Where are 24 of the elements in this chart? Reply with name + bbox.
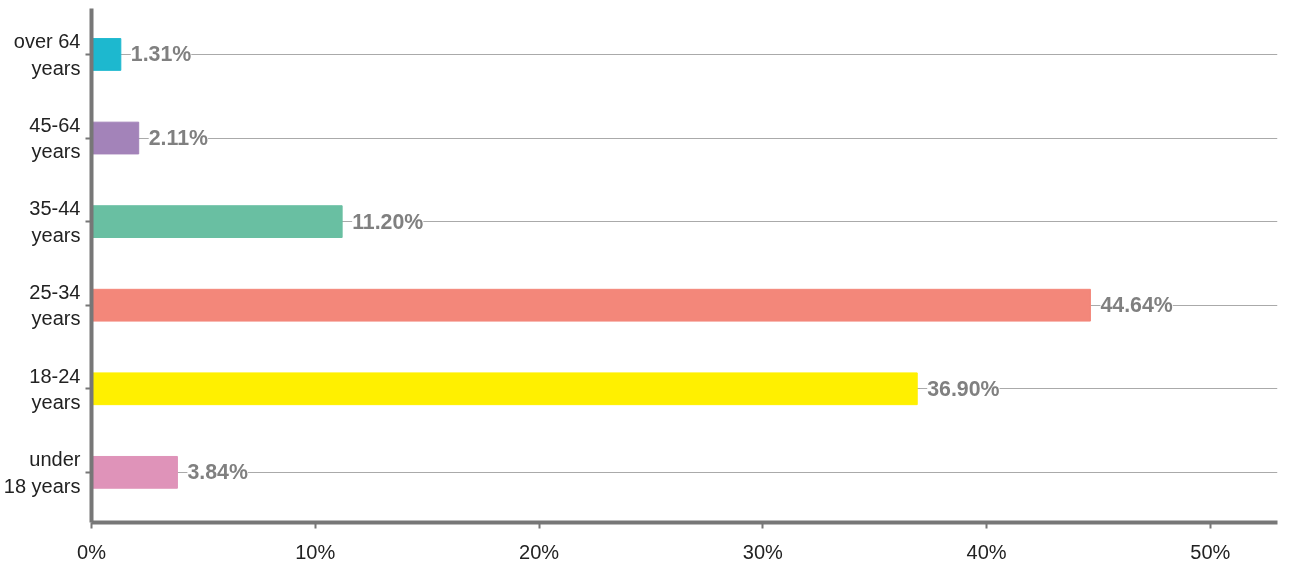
x-tick-label: 20% bbox=[519, 540, 560, 563]
y-tick-label: 45-64 years bbox=[29, 113, 81, 163]
data-label: 36.90% bbox=[927, 376, 1000, 401]
x-tick-label: 0% bbox=[77, 540, 107, 563]
bar bbox=[91, 38, 122, 71]
x-tick-label: 50% bbox=[1190, 540, 1231, 563]
data-label: 44.64% bbox=[1100, 293, 1173, 318]
bar bbox=[91, 205, 343, 238]
y-tick-label: 35-44 years bbox=[29, 197, 81, 246]
bar bbox=[91, 121, 140, 155]
bar bbox=[91, 288, 1091, 322]
x-tick-label: 40% bbox=[966, 540, 1007, 563]
data-label: 2.11% bbox=[148, 126, 209, 151]
data-label: 1.31% bbox=[130, 42, 192, 67]
y-tick-label: 25-34 years bbox=[29, 281, 81, 330]
y-tick-label: 18-24 years bbox=[29, 364, 81, 413]
bar bbox=[91, 455, 178, 489]
x-tick-label: 10% bbox=[295, 540, 336, 563]
data-label: 11.20% bbox=[352, 209, 424, 234]
bar bbox=[91, 372, 918, 406]
x-tick-label: 30% bbox=[742, 540, 784, 563]
data-label: 3.84% bbox=[187, 460, 248, 485]
y-tick-label: over 64 years bbox=[13, 30, 81, 79]
y-tick-label: under 18 years bbox=[3, 448, 81, 497]
